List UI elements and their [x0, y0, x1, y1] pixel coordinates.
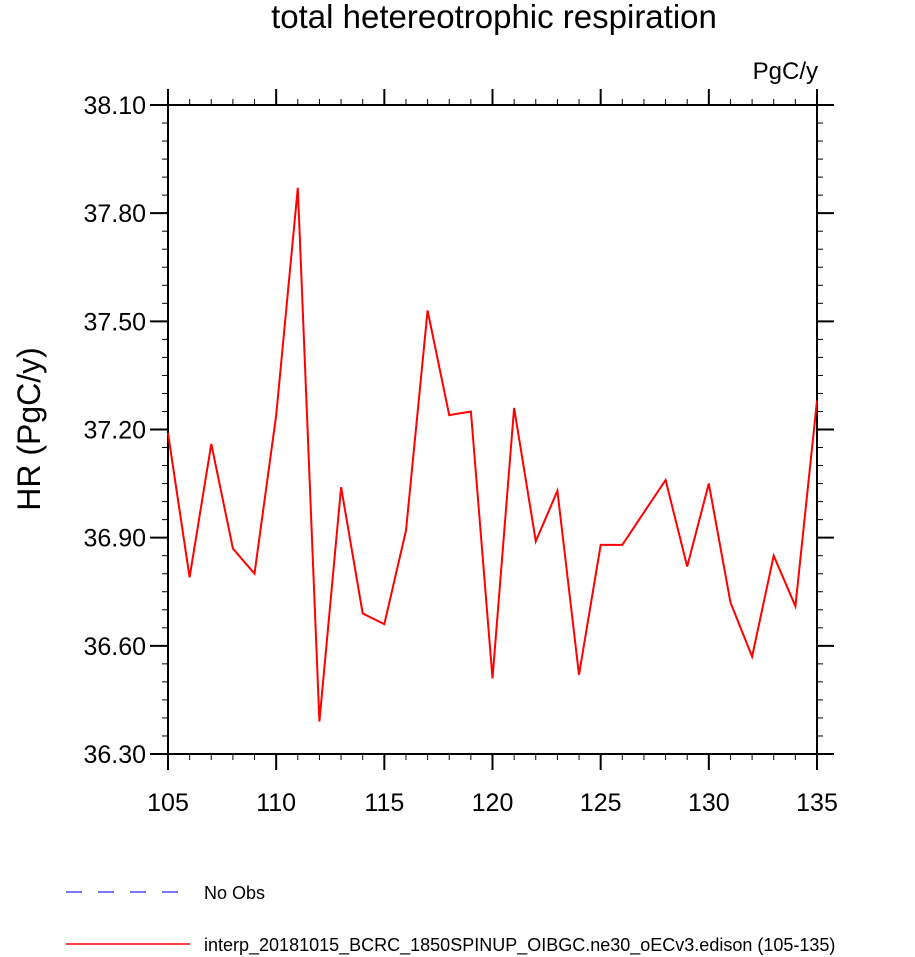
legend-label-model: interp_20181015_BCRC_1850SPINUP_OIBGC.ne… — [204, 935, 835, 956]
x-tick-label: 125 — [580, 789, 622, 817]
y-tick-label: 36.90 — [83, 525, 146, 553]
legend-label-no-obs: No Obs — [204, 883, 265, 903]
x-tick-label: 135 — [796, 789, 838, 817]
x-tick-label: 110 — [256, 789, 296, 817]
x-tick-label: 115 — [364, 789, 404, 817]
series-layer — [167, 187, 818, 722]
y-tick-label: 36.30 — [83, 741, 146, 769]
x-tick-label: 120 — [472, 789, 514, 817]
x-axis-ticks: 105 110 115 120 125 130 135 — [147, 89, 838, 817]
x-tick-label: 105 — [147, 789, 189, 817]
series-line-model — [167, 187, 818, 722]
y-axis-ticks: 36.30 36.60 36.90 37.20 37.50 37.80 38.10 — [83, 92, 834, 769]
y-tick-label: 37.50 — [83, 308, 146, 336]
y-tick-label: 36.60 — [83, 633, 146, 661]
units-label: PgC/y — [753, 58, 818, 85]
y-tick-label: 37.20 — [83, 417, 146, 445]
y-tick-label: 38.10 — [83, 92, 146, 120]
y-axis-label: HR (PgC/y) — [11, 347, 47, 511]
plot-frame — [167, 104, 818, 755]
chart-title: total hetereotrophic respiration — [271, 0, 717, 35]
y-tick-label: 37.80 — [83, 200, 146, 228]
legend: No Obs interp_20181015_BCRC_1850SPINUP_O… — [66, 883, 835, 956]
x-tick-label: 130 — [688, 789, 730, 817]
